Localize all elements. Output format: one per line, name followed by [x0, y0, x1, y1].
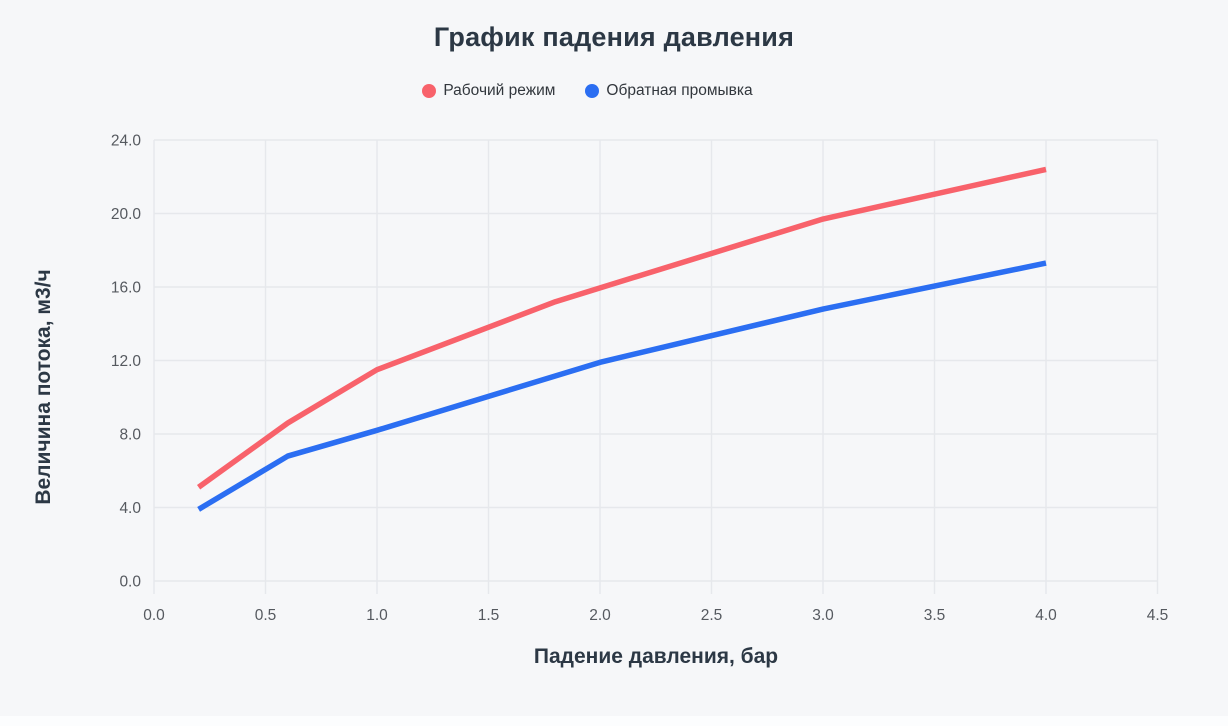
x-tick-label: 0.5 [255, 607, 277, 624]
y-tick-label: 16.0 [111, 280, 142, 297]
x-tick-label: 2.0 [589, 607, 611, 624]
legend-dot-blue-icon [585, 84, 600, 98]
y-tick-label: 4.0 [119, 500, 141, 517]
x-tick-label: 0.0 [143, 607, 165, 624]
x-tick-label: 4.0 [1035, 607, 1057, 624]
legend-item-working-mode[interactable]: Рабочий режим [422, 82, 555, 100]
y-tick-label: 20.0 [111, 206, 142, 223]
legend-dot-red-icon [422, 84, 437, 98]
chart-legend: Рабочий режим Обратная промывка [0, 82, 1175, 100]
x-tick-label: 2.5 [701, 607, 723, 624]
legend-label-working-mode: Рабочий режим [443, 82, 556, 99]
x-tick-label: 1.5 [478, 607, 500, 624]
gridlines [153, 139, 1159, 594]
x-tick-label: 3.5 [924, 607, 946, 624]
legend-item-backwash[interactable]: Обратная промывка [585, 82, 753, 100]
y-tick-label: 24.0 [111, 133, 142, 150]
series-line-1 [197, 260, 1047, 512]
chart-title: График падения давления [433, 22, 795, 52]
x-tick-label: 4.5 [1147, 607, 1169, 624]
x-tick-label: 3.0 [812, 607, 834, 624]
bottom-strip [0, 716, 1228, 726]
x-tick-label: 1.0 [366, 607, 388, 624]
y-tick-label: 0.0 [119, 574, 141, 591]
legend-label-backwash: Обратная промывка [606, 82, 753, 99]
y-axis-title: Величина потока, м3/ч [32, 269, 55, 505]
x-axis-title: Падение давления, бар [533, 645, 779, 668]
y-tick-label: 12.0 [111, 353, 142, 370]
series-line-0 [196, 166, 1047, 490]
y-tick-label: 8.0 [119, 427, 141, 444]
axis-tick-labels: 0.0 0.5 1.0 1.5 2.0 2.5 3.0 3.5 4.0 4.5 0.0 4.0 8.0 1… [111, 133, 1168, 625]
